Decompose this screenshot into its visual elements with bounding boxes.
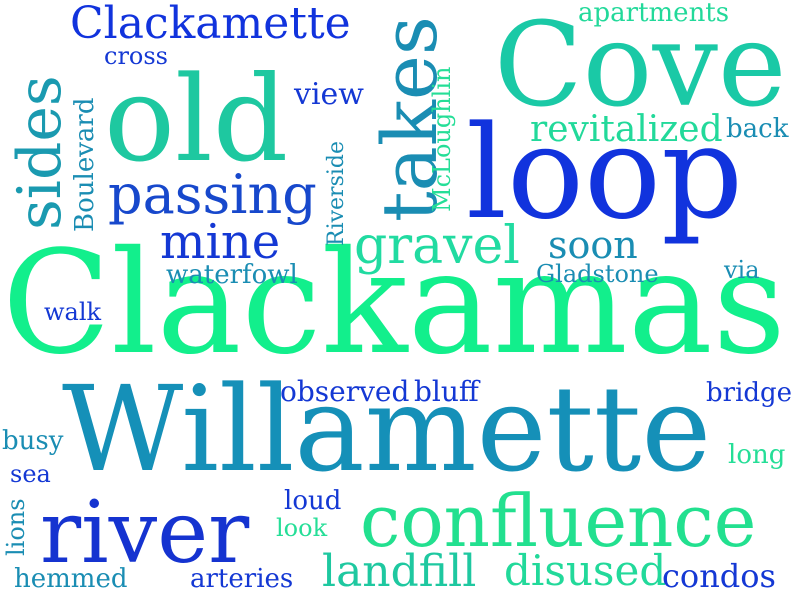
word-gravel: gravel: [354, 216, 520, 276]
word-walk: walk: [44, 298, 102, 326]
word-apartments: apartments: [578, 0, 730, 28]
word-busy: busy: [2, 426, 64, 456]
word-back: back: [726, 114, 789, 144]
word-via: via: [724, 256, 760, 284]
word-arteries: arteries: [190, 564, 294, 594]
word-mcloughlin: McLoughlin: [428, 66, 456, 213]
word-loop: loop: [466, 99, 743, 248]
word-look: look: [276, 514, 328, 542]
word-hemmed: hemmed: [14, 564, 128, 594]
word-waterfowl: waterfowl: [166, 260, 298, 290]
word-passing: passing: [108, 163, 317, 226]
word-bridge: bridge: [706, 378, 793, 408]
word-loud: loud: [284, 486, 342, 516]
word-landfill: landfill: [322, 546, 477, 597]
word-old: old: [104, 50, 289, 188]
word-boulevard: Boulevard: [70, 97, 100, 232]
word-willamette: Willamette: [62, 360, 712, 498]
word-confluence: confluence: [360, 479, 757, 563]
word-river: river: [40, 483, 250, 583]
word-disused: disused: [504, 546, 667, 595]
word-revitalized: revitalized: [530, 109, 723, 150]
word-gladstone: Gladstone: [536, 260, 659, 288]
word-cove: Cove: [494, 0, 787, 133]
word-sides: sides: [5, 75, 75, 230]
word-bluff: bluff: [414, 375, 479, 408]
word-sea: sea: [10, 460, 51, 488]
word-condos: condos: [662, 557, 776, 595]
word-clackamette: Clackamette: [70, 0, 351, 49]
word-clackamas: Clackamas: [2, 220, 786, 386]
word-mine: mine: [160, 214, 281, 270]
word-long: long: [728, 440, 786, 470]
word-soon: soon: [548, 223, 638, 267]
word-lions: lions: [2, 498, 30, 556]
word-view: view: [294, 77, 364, 112]
word-riverside: Riverside: [324, 141, 349, 246]
word-observed: observed: [280, 375, 410, 408]
word-cross: cross: [104, 42, 168, 70]
